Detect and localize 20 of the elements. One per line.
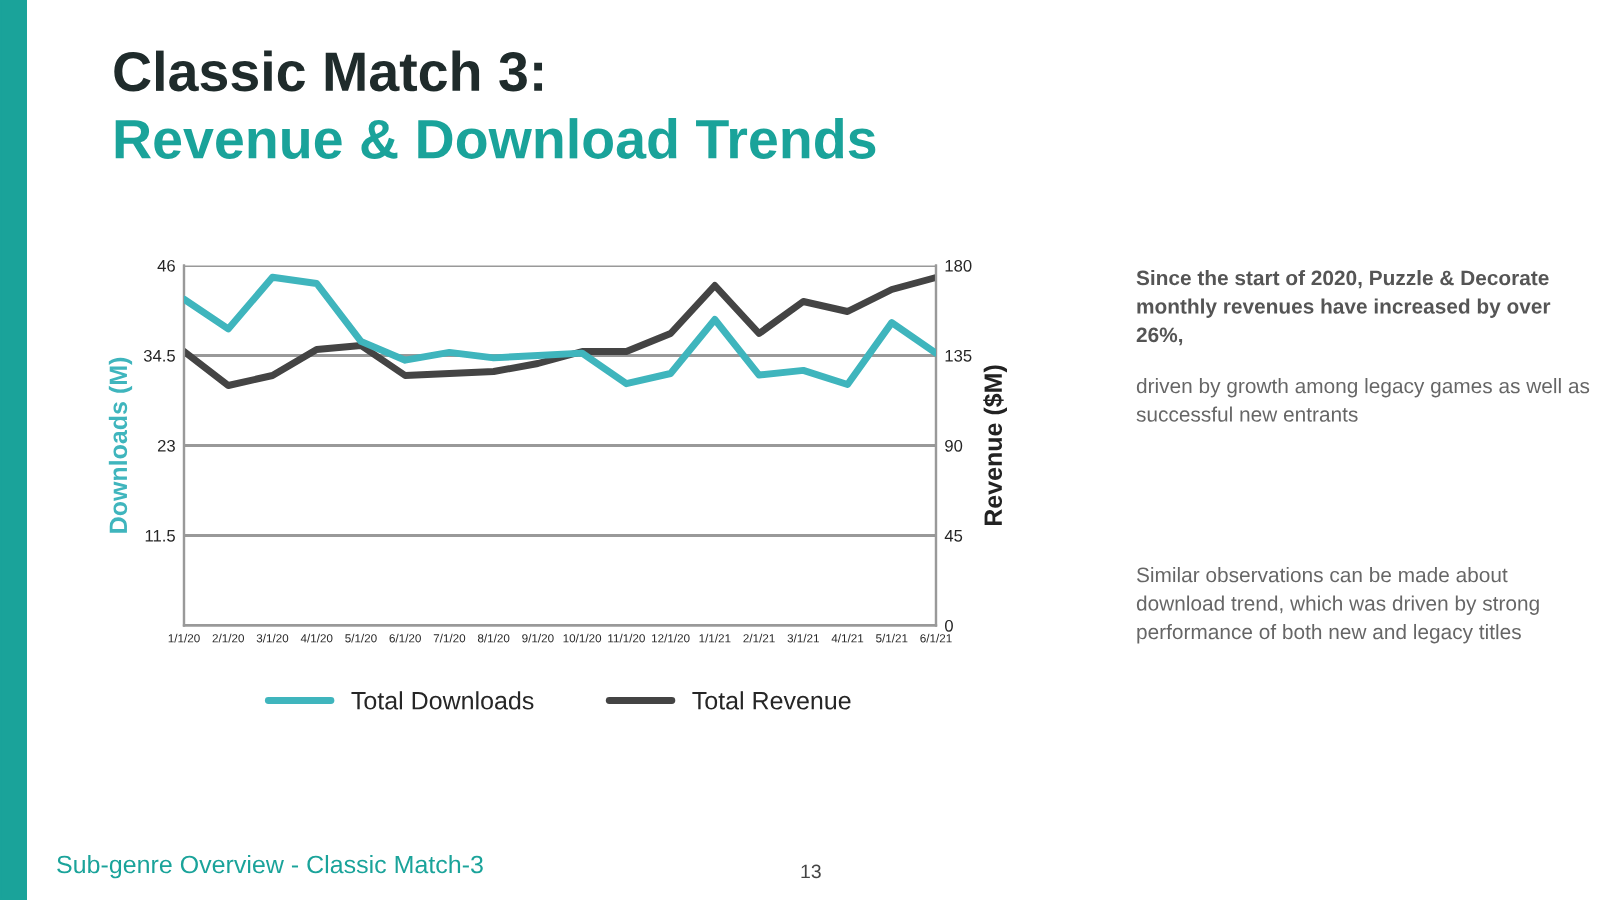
y2-axis-title: Revenue ($M): [983, 365, 1007, 526]
y2-tick-label: 0: [944, 619, 953, 632]
text: 13: [801, 864, 821, 879]
text: Since the start of 2020, Puzzle & Decorate monthly revenues have increased by over 26%,: [1136, 270, 1551, 346]
y2-tick-label: 45: [944, 530, 963, 542]
y-axis-title: Downloads (M): [108, 357, 133, 533]
text: Sub-genre Overview - Classic Match-3: [57, 855, 483, 879]
y-tick-label: 34.5: [143, 349, 175, 362]
y2-tick-label: 180: [945, 259, 972, 272]
y-tick-label: 23: [157, 439, 175, 452]
chart-subtitle: Revenue & Download Trends: [115, 118, 876, 159]
y2-tick-label: 90: [945, 439, 963, 452]
y-tick-label: 46: [157, 259, 175, 272]
legend-label: Total Revenue: [692, 691, 851, 710]
legend-label: Total Downloads: [351, 691, 534, 710]
text: driven by growth among legacy games as well as successful new entrants: [1136, 378, 1590, 422]
y-tick-label: 11.5: [145, 530, 175, 542]
text: Similar observations can be made about download trend, which was driven by strong performance of both new and legacy titles: [1136, 567, 1539, 644]
chart-title: Classic Match 3:: [114, 50, 543, 92]
y2-tick-label: 135: [945, 349, 972, 362]
